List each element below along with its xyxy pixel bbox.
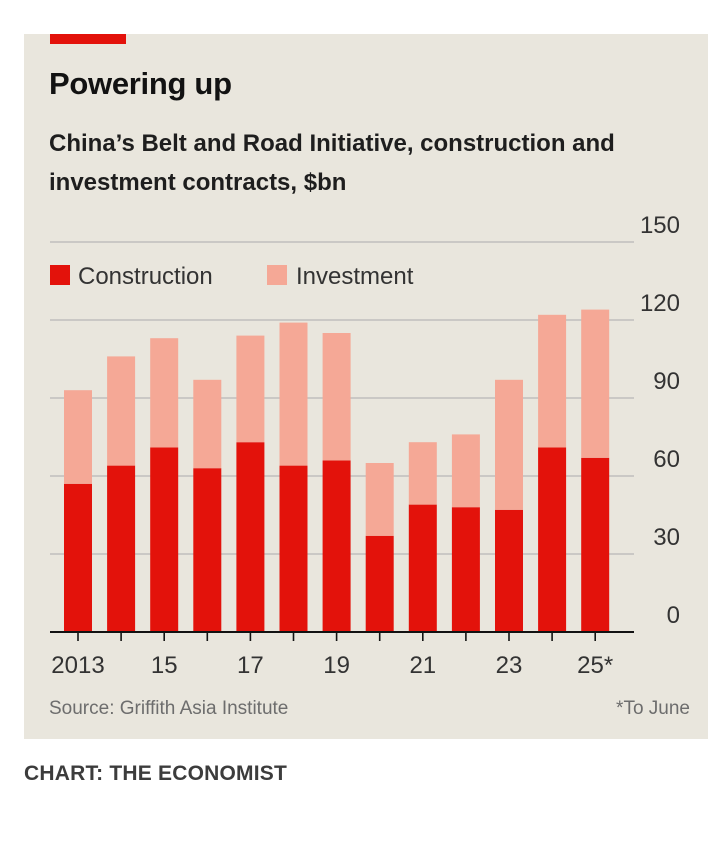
accent-bar xyxy=(50,34,126,44)
x-tick-label: 23 xyxy=(496,652,523,679)
x-tick-label: 15 xyxy=(151,652,178,679)
construction-bar xyxy=(150,447,179,632)
chart-subtitle: China’s Belt and Road Initiative, constr… xyxy=(49,130,615,196)
construction-bar xyxy=(236,442,265,632)
construction-bar xyxy=(322,460,351,632)
legend-label-investment: Investment xyxy=(296,263,414,290)
investment-bar xyxy=(451,434,480,508)
legend-swatch-investment xyxy=(267,265,287,285)
y-tick-label: 60 xyxy=(653,446,680,473)
y-tick-label: 0 xyxy=(667,602,680,629)
investment-bar xyxy=(107,356,136,466)
investment-bar xyxy=(279,322,308,466)
investment-bar xyxy=(193,379,222,469)
investment-bar xyxy=(365,463,394,536)
legend-swatch-construction xyxy=(50,265,70,285)
investment-bar xyxy=(495,379,523,510)
x-tick-label: 21 xyxy=(409,652,436,679)
construction-bar xyxy=(581,457,610,632)
investment-bar xyxy=(581,309,610,458)
construction-bar xyxy=(365,535,394,632)
investment-bar xyxy=(408,442,437,505)
construction-bar xyxy=(193,468,222,632)
investment-bar xyxy=(236,335,265,443)
construction-bar xyxy=(451,507,480,632)
y-tick-label: 30 xyxy=(653,524,680,551)
investment-bar xyxy=(150,338,179,448)
x-tick-label: 2013 xyxy=(51,652,104,679)
construction-bar xyxy=(538,447,567,632)
x-tick-label: 17 xyxy=(237,652,264,679)
chart-credit: CHART: THE ECONOMIST xyxy=(24,762,287,785)
x-tick-label: 19 xyxy=(323,652,350,679)
construction-bar xyxy=(64,483,92,632)
y-tick-label: 150 xyxy=(640,212,680,239)
footnote: *To June xyxy=(616,698,690,719)
investment-bar xyxy=(538,314,567,448)
construction-bar xyxy=(408,504,437,632)
construction-bar xyxy=(495,509,523,632)
investment-bar xyxy=(322,333,351,461)
y-tick-label: 90 xyxy=(653,368,680,395)
investment-bar xyxy=(64,390,92,484)
legend-label-construction: Construction xyxy=(78,263,213,290)
construction-bar xyxy=(107,465,136,632)
construction-bar xyxy=(279,465,308,632)
chart-title: Powering up xyxy=(49,66,232,101)
y-tick-label: 120 xyxy=(640,290,680,317)
x-tick-label: 25* xyxy=(577,652,613,679)
source-note: Source: Griffith Asia Institute xyxy=(49,698,289,719)
